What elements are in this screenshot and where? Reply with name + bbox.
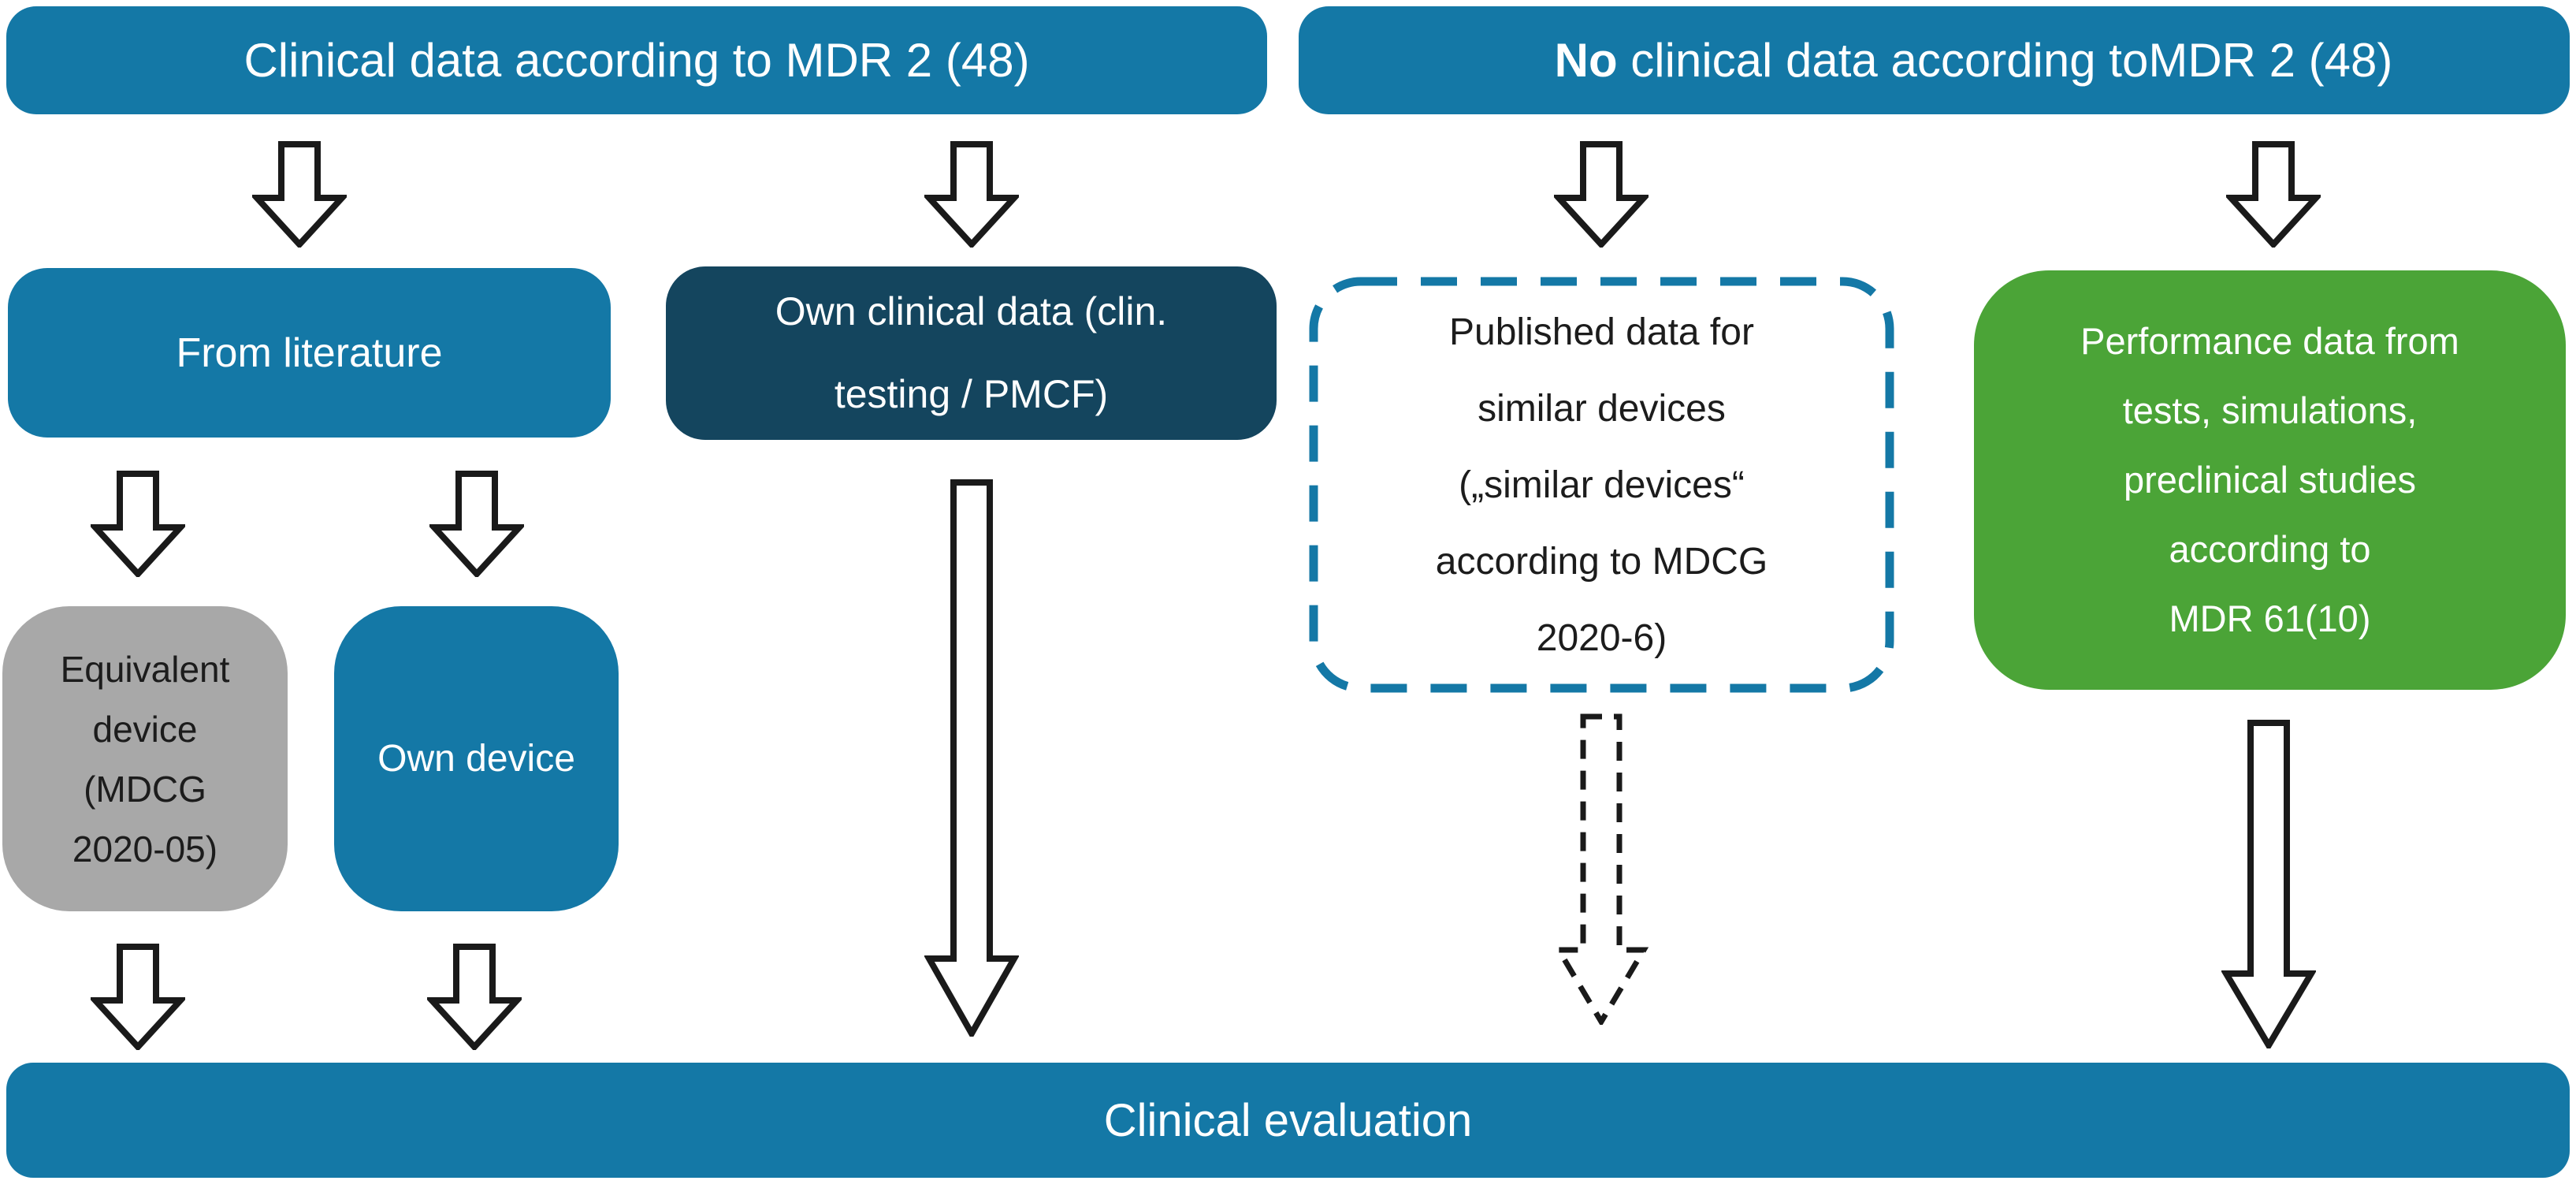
down-arrow-icon <box>924 479 1019 1037</box>
header-clinical-data-label: Clinical data according to MDR 2 (48) <box>243 34 1030 87</box>
box-equivalent-device: Equivalent device (MDCG 2020-05) <box>2 606 288 911</box>
box-own-device: Own device <box>334 606 619 911</box>
box-own-clinical-data-label: Own clinical data (clin. testing / PMCF) <box>775 289 1168 416</box>
arrow-header-to-literature <box>252 141 347 248</box>
arrow-literature-to-equivalent <box>91 471 185 577</box>
box-performance-data: Performance data from tests, simulations… <box>1974 270 2566 690</box>
down-arrow-icon <box>924 141 1019 248</box>
arrow-equivalent-to-evaluation <box>91 944 185 1050</box>
box-from-literature: From literature <box>8 268 611 438</box>
down-arrow-icon <box>2226 141 2321 248</box>
header-no-clinical-data-rest: clinical data according toMDR 2 (48) <box>1617 34 2393 87</box>
arrow-header-to-published <box>1554 141 1649 248</box>
box-own-clinical-data: Own clinical data (clin. testing / PMCF) <box>666 266 1277 440</box>
down-arrow-icon <box>429 471 524 577</box>
dashed-down-arrow-icon <box>1554 713 1649 1025</box>
arrow-own-clinical-to-evaluation <box>924 479 1019 1037</box>
arrow-published-to-evaluation-dashed <box>1554 713 1649 1025</box>
down-arrow-icon <box>91 944 185 1050</box>
footer-clinical-evaluation: Clinical evaluation <box>6 1063 2570 1178</box>
arrow-header-to-performance <box>2226 141 2321 248</box>
box-published-data-label: Published data for similar devices („sim… <box>1435 311 1768 659</box>
arrow-performance-to-evaluation <box>2221 720 2316 1048</box>
box-own-device-label: Own device <box>377 738 575 780</box>
arrow-own-device-to-evaluation <box>427 944 522 1050</box>
down-arrow-icon <box>427 944 522 1050</box>
footer-clinical-evaluation-label: Clinical evaluation <box>1103 1094 1473 1146</box>
down-arrow-icon <box>252 141 347 248</box>
dashed-border <box>1309 277 1894 693</box>
down-arrow-icon <box>2221 720 2316 1048</box>
box-from-literature-label: From literature <box>176 330 443 376</box>
box-equivalent-device-label: Equivalent device (MDCG 2020-05) <box>60 648 230 870</box>
arrow-header-to-own-clinical <box>924 141 1019 248</box>
down-arrow-icon <box>1554 141 1649 248</box>
box-performance-data-label: Performance data from tests, simulations… <box>2080 320 2459 639</box>
arrow-literature-to-own-device <box>429 471 524 577</box>
down-arrow-icon <box>91 471 185 577</box>
box-published-data-similar-devices: Published data for similar devices („sim… <box>1308 276 1895 694</box>
header-no-clinical-data: No clinical data according toMDR 2 (48) <box>1299 6 2570 114</box>
header-clinical-data: Clinical data according to MDR 2 (48) <box>6 6 1267 114</box>
header-no-clinical-data-bold: No <box>1554 34 1618 87</box>
